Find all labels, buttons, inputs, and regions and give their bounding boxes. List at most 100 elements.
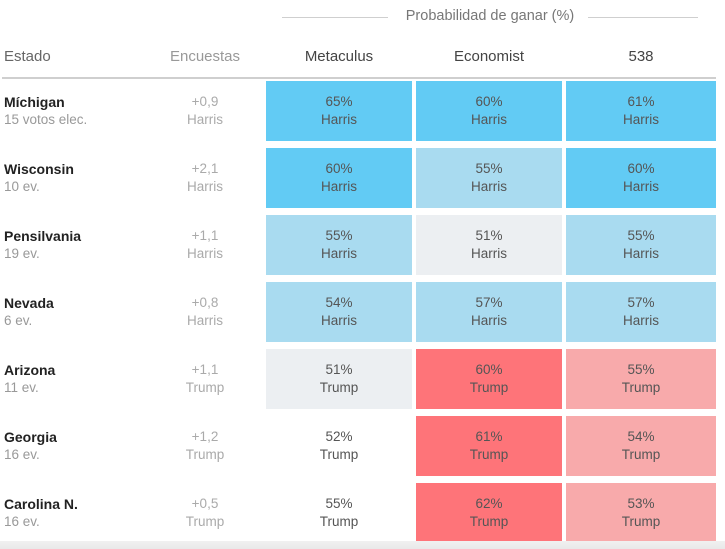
probability-cell-metaculus: 60% Harris [266,148,412,208]
probability-value: 60% [475,94,503,109]
poll-value: +0,8 [191,295,219,310]
poll-margin: +1,1 Harris [150,227,260,263]
probability-leader: Harris [321,179,357,194]
column-header-estado: Estado [4,48,51,65]
poll-margin: +2,1 Harris [150,160,260,196]
poll-value: +1,1 [191,362,219,377]
header-rule-left [282,17,388,18]
probability-leader: Harris [471,246,507,261]
table-row: Pensilvania 19 ev. +1,1 Harris 55% Harris 51% H… [0,215,725,275]
state-name: Georgia [4,429,57,445]
electoral-votes: 16 ev. [4,447,40,462]
poll-value: +0,9 [191,94,219,109]
poll-margin: +1,2 Trump [150,428,260,464]
header-divider [2,77,716,79]
probability-cell-538: 55% Harris [566,215,716,275]
probability-header-label: Probabilidad de ganar (%) [405,8,575,24]
probability-cell-economist: 55% Harris [416,148,562,208]
poll-value: +2,1 [191,161,219,176]
probability-value: 65% [325,94,353,109]
electoral-votes: 15 votos elec. [4,112,88,127]
probability-cell-metaculus: 55% Harris [266,215,412,275]
probability-cell-538: 57% Harris [566,282,716,342]
table-row: Arizona 11 ev. +1,1 Trump 51% Trump 60% Trump 55… [0,349,725,409]
probability-value: 51% [325,362,353,377]
probability-cell-economist: 57% Harris [416,282,562,342]
column-header-economist: Economist [453,48,525,65]
probability-leader: Trump [469,380,509,395]
table-row: Nevada 6 ev. +0,8 Harris 54% Harris 57% Harris 5… [0,282,725,342]
probability-value: 55% [475,161,503,176]
electoral-votes: 11 ev. [4,380,39,395]
probability-leader: Harris [471,112,507,127]
probability-value: 57% [475,295,503,310]
probability-value: 60% [475,362,503,377]
state-name: Nevada [4,295,54,311]
probability-value: 55% [627,228,655,243]
column-header-538: 538 [628,48,654,65]
probability-leader: Harris [471,313,507,328]
table-row: Carolina N. 16 ev. +0,5 Trump 55% Trump 62% Tru… [0,483,725,543]
probability-leader: Harris [321,313,357,328]
probability-leader: Trump [469,447,509,462]
probability-leader: Harris [471,179,507,194]
probability-cell-economist: 60% Harris [416,81,562,141]
probability-value: 55% [325,496,353,511]
probability-leader: Harris [321,246,357,261]
probability-value: 61% [627,94,655,109]
probability-leader: Harris [623,246,659,261]
table-row: Míchigan 15 votos elec. +0,9 Harris 65% Harri… [0,81,725,141]
state-name: Pensilvania [4,228,82,244]
probability-value: 55% [325,228,353,243]
probability-cell-538: 55% Trump [566,349,716,409]
probability-value: 60% [627,161,655,176]
probability-header: Probabilidad de ganar (%) [282,6,698,28]
poll-margin: +0,5 Trump [150,495,260,531]
probability-leader: Harris [623,112,659,127]
electoral-votes: 16 ev. [4,514,40,529]
probability-cell-economist: 60% Trump [416,349,562,409]
poll-value: +1,1 [191,228,219,243]
probability-leader: Trump [319,447,359,462]
probability-leader: Trump [621,380,661,395]
poll-value: +1,2 [191,429,219,444]
probability-value: 61% [475,429,503,444]
electoral-votes: 19 ev. [4,246,40,261]
state-name: Arizona [4,362,56,378]
table-row: Georgia 16 ev. +1,2 Trump 52% Trump 61% Trump 54… [0,416,725,476]
probability-value: 53% [627,496,655,511]
probability-value: 55% [627,362,655,377]
poll-value: +0,5 [191,496,219,511]
column-header-encuestas: Encuestas [169,48,241,65]
poll-leader: Harris [187,246,223,261]
probability-value: 51% [475,228,503,243]
probability-cell-538: 54% Trump [566,416,716,476]
poll-leader: Harris [187,112,223,127]
table-row: Wisconsin 10 ev. +2,1 Harris 60% Harris 55% Har… [0,148,725,208]
poll-leader: Trump [185,447,225,462]
probability-cell-metaculus: 51% Trump [266,349,412,409]
probability-cell-economist: 62% Trump [416,483,562,543]
probability-value: 62% [475,496,503,511]
poll-leader: Trump [185,380,225,395]
state-name: Míchigan [4,94,65,110]
probability-cell-538: 60% Harris [566,148,716,208]
probability-value: 54% [325,295,353,310]
probability-cell-metaculus: 65% Harris [266,81,412,141]
state-name: Wisconsin [4,161,74,177]
electoral-votes: 6 ev. [4,313,33,328]
probability-cell-metaculus: 55% Trump [266,483,412,543]
poll-margin: +0,9 Harris [150,93,260,129]
probability-leader: Harris [321,112,357,127]
probability-leader: Trump [469,514,509,529]
column-header-metaculus: Metaculus [304,48,374,65]
probability-cell-metaculus: 52% Trump [266,416,412,476]
poll-leader: Trump [185,514,225,529]
poll-margin: +0,8 Harris [150,294,260,330]
probability-cell-538: 53% Trump [566,483,716,543]
poll-leader: Harris [187,179,223,194]
probability-leader: Trump [621,514,661,529]
probability-value: 54% [627,429,655,444]
probability-cell-economist: 51% Harris [416,215,562,275]
header-rule-right [588,17,698,18]
